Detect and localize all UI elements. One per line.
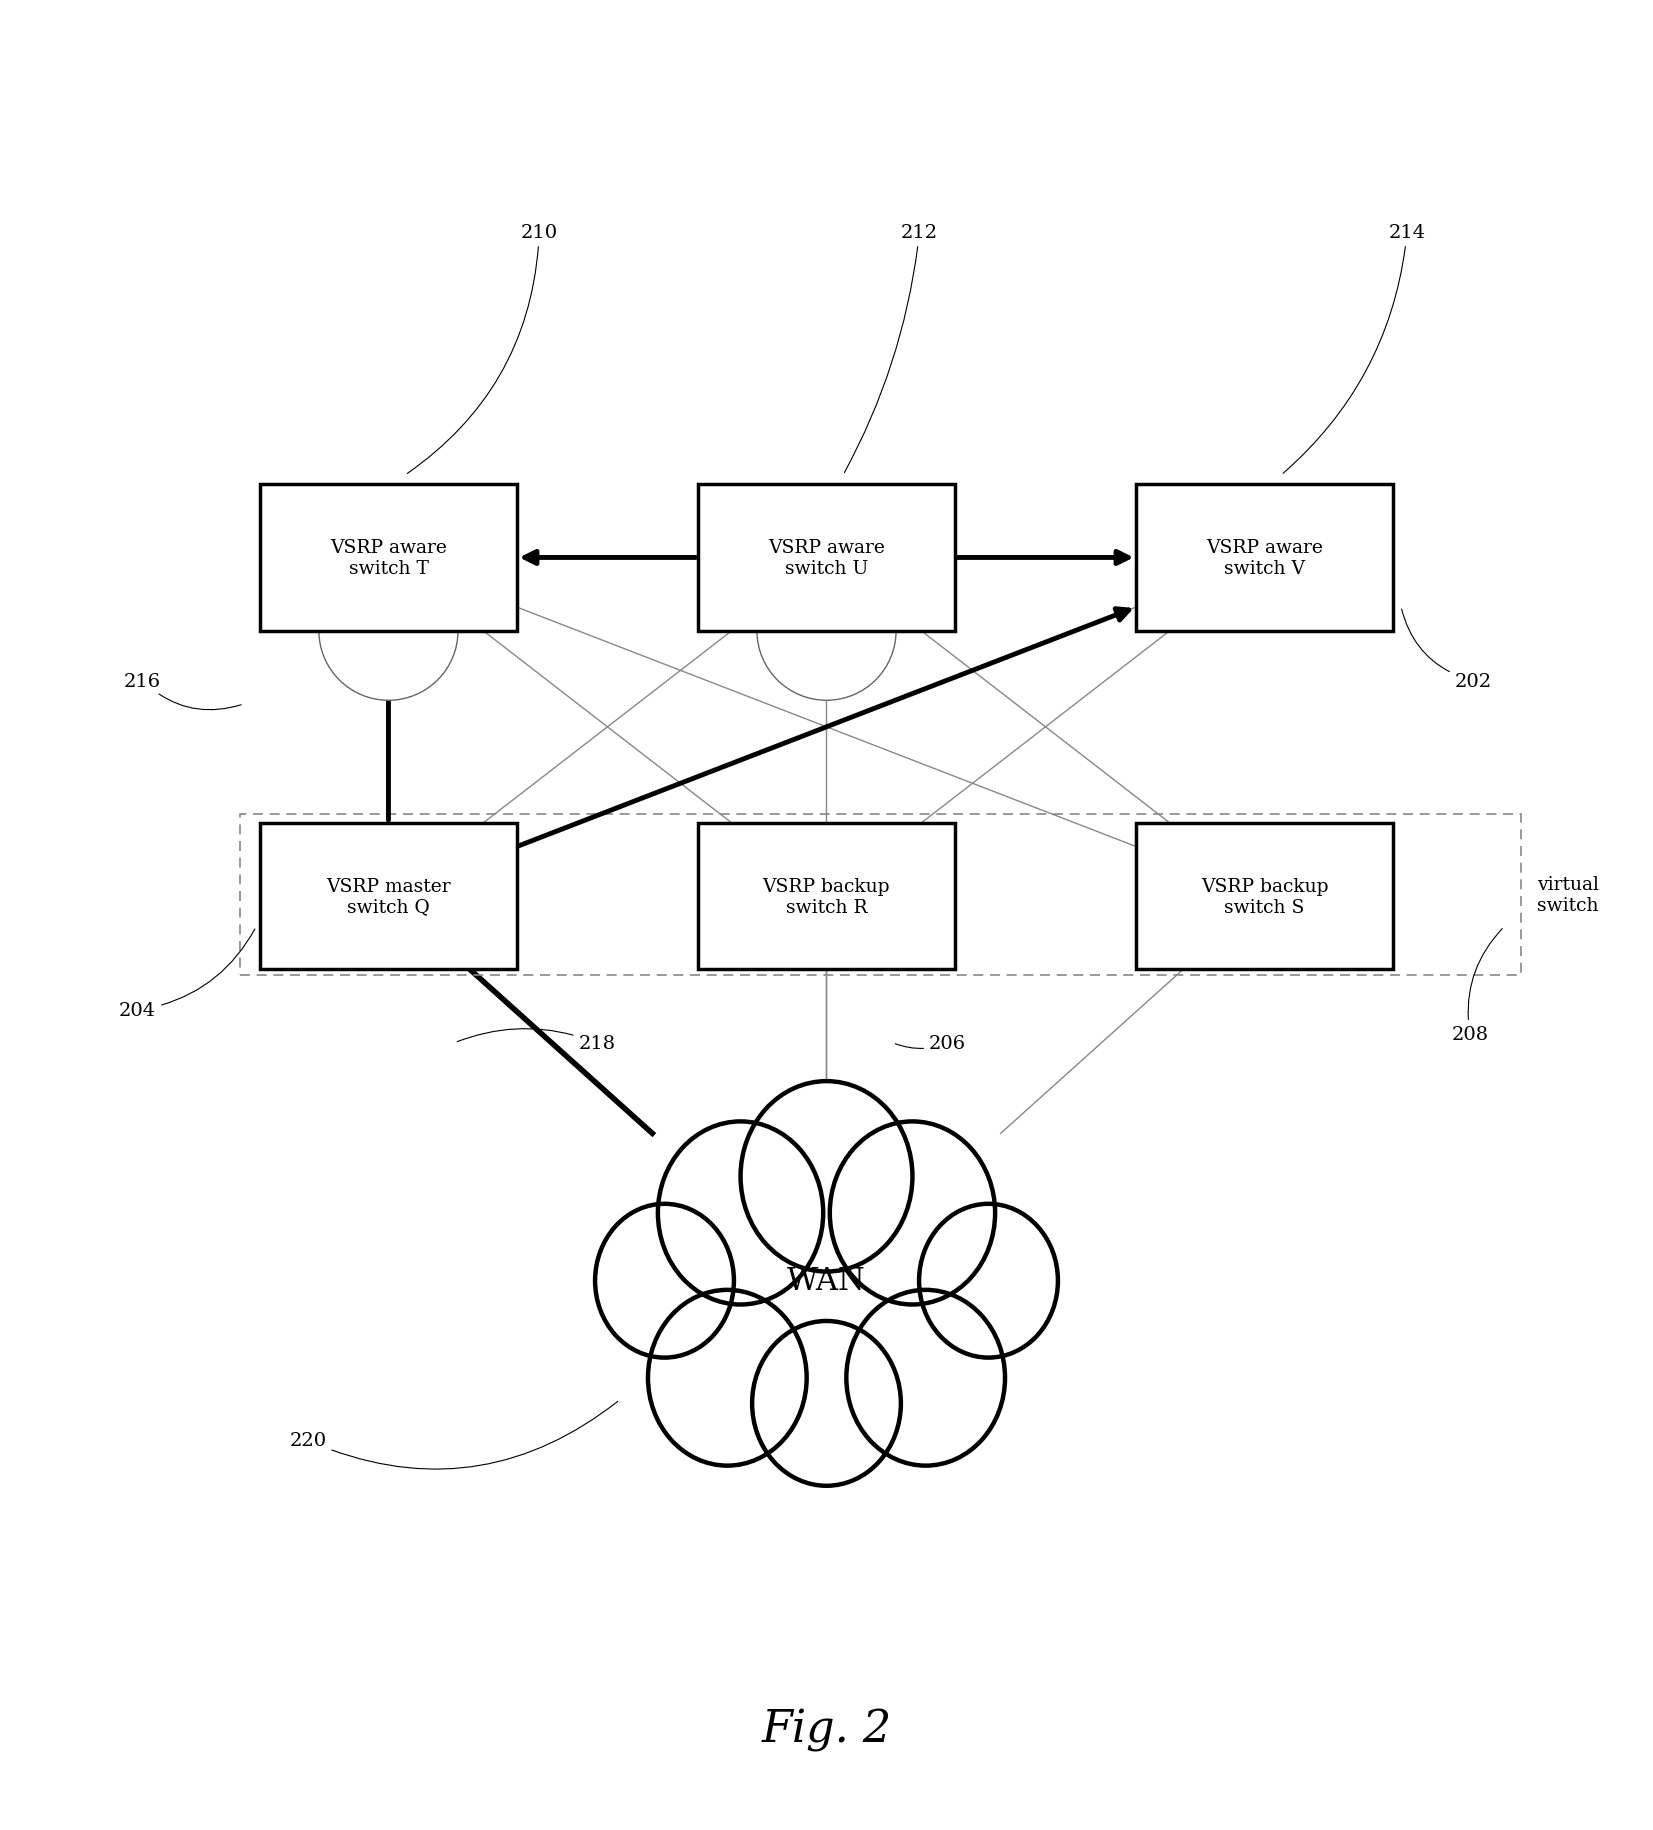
FancyBboxPatch shape	[1136, 824, 1392, 970]
Text: virtual
switch: virtual switch	[1537, 875, 1598, 915]
Circle shape	[648, 1290, 807, 1466]
Text: WAN: WAN	[787, 1266, 866, 1296]
Text: Fig. 2: Fig. 2	[762, 1707, 891, 1751]
Text: 214: 214	[1283, 223, 1425, 474]
Bar	[240, 814, 1521, 975]
Text: VSRP aware
switch U: VSRP aware switch U	[769, 538, 884, 578]
Text: VSRP backup
switch S: VSRP backup switch S	[1200, 877, 1329, 917]
FancyBboxPatch shape	[698, 485, 954, 631]
Text: 212: 212	[845, 223, 937, 474]
FancyBboxPatch shape	[260, 824, 516, 970]
Text: 208: 208	[1451, 930, 1503, 1043]
Text: 206: 206	[896, 1034, 965, 1052]
Text: 210: 210	[407, 223, 557, 474]
Text: 220: 220	[289, 1402, 618, 1469]
Circle shape	[595, 1204, 734, 1358]
Circle shape	[830, 1122, 995, 1305]
Text: 204: 204	[119, 930, 255, 1019]
Circle shape	[658, 1122, 823, 1305]
Circle shape	[752, 1321, 901, 1486]
Circle shape	[919, 1204, 1058, 1358]
FancyBboxPatch shape	[1136, 485, 1392, 631]
Text: 218: 218	[458, 1028, 615, 1052]
Ellipse shape	[757, 562, 896, 701]
Circle shape	[741, 1082, 912, 1272]
Ellipse shape	[319, 562, 458, 701]
Circle shape	[691, 1140, 962, 1440]
Text: 216: 216	[124, 672, 241, 710]
Text: 202: 202	[1402, 609, 1491, 690]
Text: VSRP master
switch Q: VSRP master switch Q	[326, 877, 451, 917]
Text: VSRP aware
switch V: VSRP aware switch V	[1207, 538, 1322, 578]
Text: VSRP aware
switch T: VSRP aware switch T	[331, 538, 446, 578]
Text: VSRP backup
switch R: VSRP backup switch R	[762, 877, 891, 917]
Circle shape	[846, 1290, 1005, 1466]
FancyBboxPatch shape	[698, 824, 954, 970]
FancyBboxPatch shape	[260, 485, 516, 631]
